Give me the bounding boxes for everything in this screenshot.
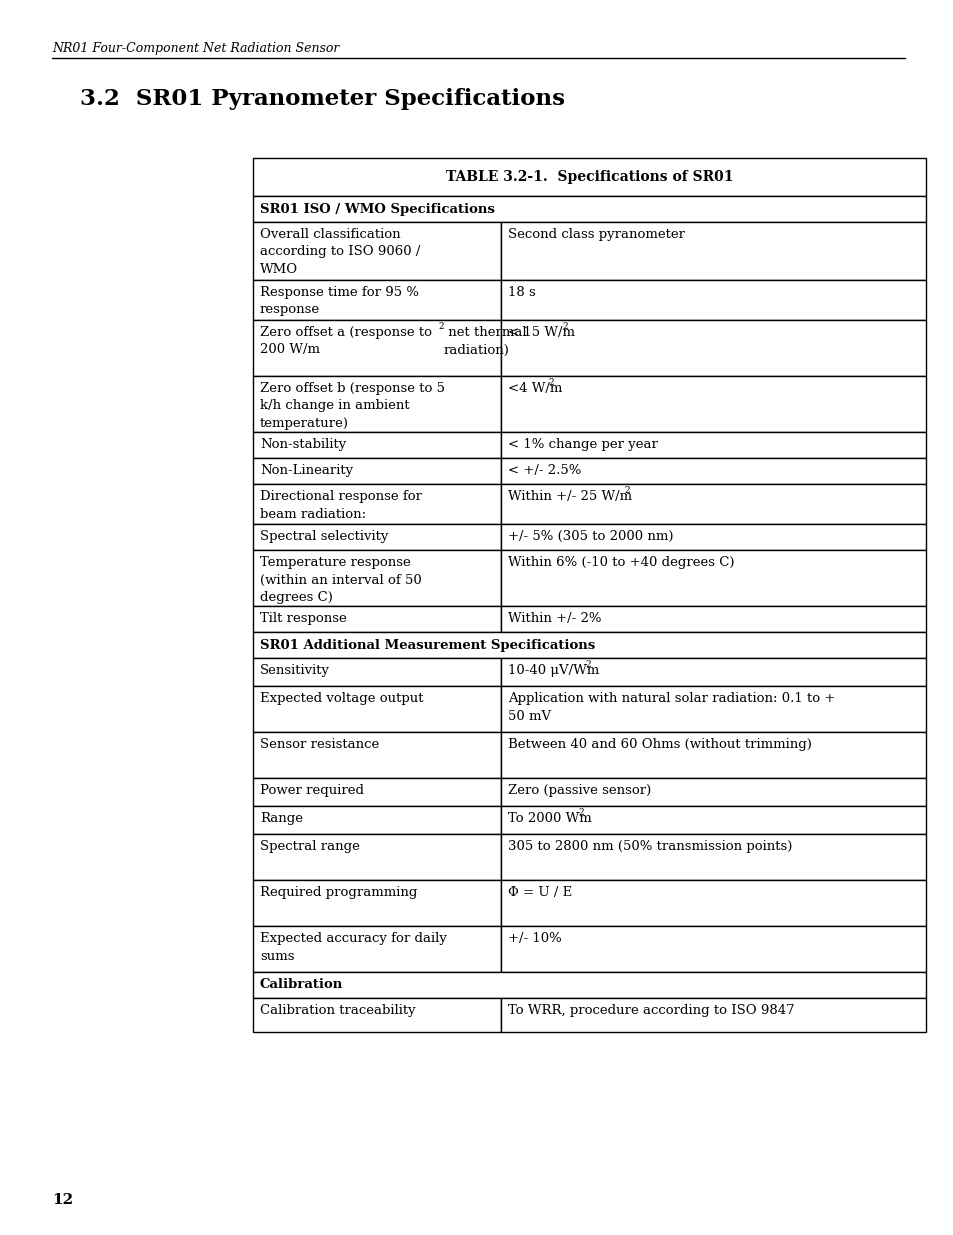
Text: +/- 10%: +/- 10%	[507, 932, 560, 945]
Bar	[500, 658, 925, 685]
Bar	[253, 484, 500, 524]
Text: Spectral range: Spectral range	[260, 840, 359, 853]
Bar	[253, 998, 500, 1032]
Text: Expected voltage output: Expected voltage output	[260, 692, 423, 705]
Text: Non-Linearity: Non-Linearity	[260, 464, 353, 477]
Text: Within +/- 25 W/m: Within +/- 25 W/m	[507, 490, 631, 503]
Text: 12: 12	[52, 1193, 73, 1207]
Text: net thermal
radiation): net thermal radiation)	[443, 326, 526, 357]
Text: Φ = U / E: Φ = U / E	[507, 885, 571, 899]
Text: To WRR, procedure according to ISO 9847: To WRR, procedure according to ISO 9847	[507, 1004, 794, 1016]
Bar	[500, 280, 925, 320]
Text: 2: 2	[562, 322, 568, 331]
Text: Range: Range	[260, 811, 303, 825]
Text: Between 40 and 60 Ohms (without trimming): Between 40 and 60 Ohms (without trimming…	[507, 739, 811, 751]
Bar	[253, 881, 500, 926]
Text: Sensor resistance: Sensor resistance	[260, 739, 379, 751]
Text: Overall classification
according to ISO 9060 /
WMO: Overall classification according to ISO …	[260, 228, 420, 275]
Text: < 1% change per year: < 1% change per year	[507, 438, 657, 451]
Text: Spectral selectivity: Spectral selectivity	[260, 530, 388, 543]
Bar	[500, 806, 925, 834]
Text: Required programming: Required programming	[260, 885, 416, 899]
Bar	[253, 196, 925, 222]
Bar	[253, 158, 925, 196]
Text: SR01 ISO / WMO Specifications: SR01 ISO / WMO Specifications	[260, 203, 495, 215]
Bar	[500, 926, 925, 972]
Text: 10-40 μV/Wm: 10-40 μV/Wm	[507, 664, 598, 677]
Text: 305 to 2800 nm (50% transmission points): 305 to 2800 nm (50% transmission points)	[507, 840, 791, 853]
Text: 2: 2	[548, 378, 554, 387]
Bar	[253, 685, 500, 732]
Text: NR01 Four-Component Net Radiation Sensor: NR01 Four-Component Net Radiation Sensor	[52, 42, 339, 56]
Bar	[253, 524, 500, 550]
Text: Within 6% (-10 to +40 degrees C): Within 6% (-10 to +40 degrees C)	[507, 556, 734, 569]
Bar	[253, 732, 500, 778]
Bar	[500, 550, 925, 606]
Bar	[253, 834, 500, 881]
Bar	[253, 320, 500, 375]
Bar	[500, 458, 925, 484]
Bar	[253, 550, 500, 606]
Bar	[500, 222, 925, 280]
Bar	[500, 524, 925, 550]
Bar	[500, 881, 925, 926]
Bar	[253, 806, 500, 834]
Text: Second class pyranometer: Second class pyranometer	[507, 228, 684, 241]
Text: TABLE 3.2-1.  Specifications of SR01: TABLE 3.2-1. Specifications of SR01	[445, 170, 733, 184]
Text: 3.2  SR01 Pyranometer Specifications: 3.2 SR01 Pyranometer Specifications	[80, 88, 564, 110]
Bar	[253, 375, 500, 432]
Bar	[253, 606, 500, 632]
Text: -2: -2	[582, 659, 591, 669]
Text: Sensitivity: Sensitivity	[260, 664, 330, 677]
Bar	[253, 778, 500, 806]
Text: < +/- 2.5%: < +/- 2.5%	[507, 464, 580, 477]
Bar	[500, 484, 925, 524]
Text: Expected accuracy for daily
sums: Expected accuracy for daily sums	[260, 932, 446, 962]
Text: Zero (passive sensor): Zero (passive sensor)	[507, 784, 650, 797]
Text: 2: 2	[623, 487, 629, 495]
Text: Directional response for
beam radiation:: Directional response for beam radiation:	[260, 490, 421, 520]
Text: 2: 2	[438, 322, 443, 331]
Bar	[253, 458, 500, 484]
Text: Tilt response: Tilt response	[260, 613, 346, 625]
Text: Non-stability: Non-stability	[260, 438, 346, 451]
Bar	[500, 998, 925, 1032]
Text: 18 s: 18 s	[507, 287, 535, 299]
Text: Application with natural solar radiation: 0.1 to +
50 mV: Application with natural solar radiation…	[507, 692, 834, 722]
Text: Calibration traceability: Calibration traceability	[260, 1004, 416, 1016]
Text: Within +/- 2%: Within +/- 2%	[507, 613, 600, 625]
Text: Power required: Power required	[260, 784, 364, 797]
Bar	[500, 778, 925, 806]
Bar	[500, 375, 925, 432]
Bar	[500, 834, 925, 881]
Text: +/- 5% (305 to 2000 nm): +/- 5% (305 to 2000 nm)	[507, 530, 673, 543]
Bar	[500, 732, 925, 778]
Text: Zero offset b (response to 5
k/h change in ambient
temperature): Zero offset b (response to 5 k/h change …	[260, 382, 444, 430]
Bar	[253, 658, 500, 685]
Text: Zero offset a (response to
200 W/m: Zero offset a (response to 200 W/m	[260, 326, 432, 357]
Text: Response time for 95 %
response: Response time for 95 % response	[260, 287, 418, 316]
Bar	[253, 632, 925, 658]
Text: <4 W/m: <4 W/m	[507, 382, 561, 395]
Bar	[253, 926, 500, 972]
Bar	[500, 320, 925, 375]
Text: Temperature response
(within an interval of 50
degrees C): Temperature response (within an interval…	[260, 556, 421, 604]
Text: Calibration: Calibration	[260, 978, 343, 992]
Bar	[253, 222, 500, 280]
Bar	[500, 606, 925, 632]
Bar	[500, 432, 925, 458]
Bar	[253, 280, 500, 320]
Text: < 15 W/m: < 15 W/m	[507, 326, 574, 338]
Text: SR01 Additional Measurement Specifications: SR01 Additional Measurement Specificatio…	[260, 638, 595, 652]
Bar	[253, 972, 925, 998]
Bar	[253, 432, 500, 458]
Text: -2: -2	[576, 808, 584, 818]
Text: To 2000 Wm: To 2000 Wm	[507, 811, 591, 825]
Bar	[500, 685, 925, 732]
